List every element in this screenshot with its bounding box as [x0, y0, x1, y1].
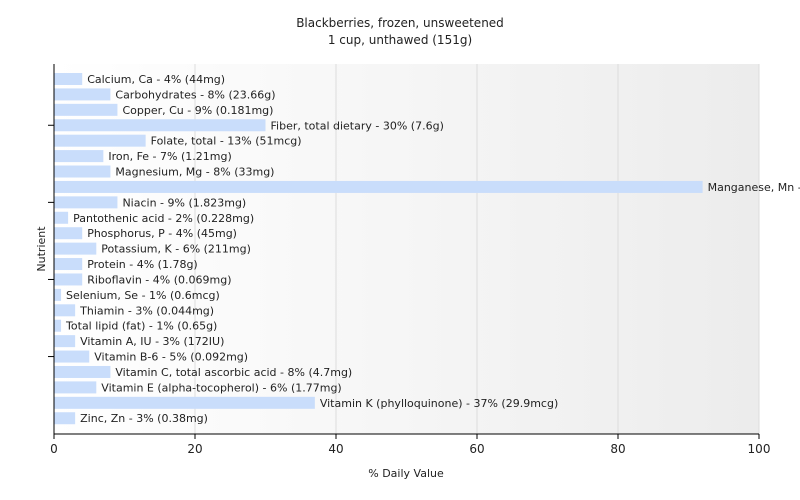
bar	[54, 335, 76, 348]
bar-label: Iron, Fe - 7% (1.21mg)	[108, 150, 231, 163]
bar-labels: Calcium, Ca - 4% (44mg) Carbohydrates - 8…	[65, 73, 800, 425]
bar-label: Magnesium, Mg - 8% (33mg)	[115, 166, 274, 179]
bar-label: Copper, Cu - 9% (0.181mg)	[122, 104, 273, 117]
bar	[54, 412, 76, 425]
y-axis-label: Nutrient	[35, 226, 48, 272]
bar	[54, 273, 83, 286]
bar-label: Vitamin E (alpha-tocopherol) - 6% (1.77m…	[101, 381, 341, 394]
bar-label: Potassium, K - 6% (211mg)	[101, 243, 251, 256]
bar	[54, 304, 76, 317]
bar-label: Folate, total - 13% (51mcg)	[151, 135, 302, 148]
bar	[54, 180, 703, 193]
bar-label: Phosphorus, P - 4% (45mg)	[87, 227, 237, 240]
bar	[54, 88, 111, 101]
bar	[54, 288, 62, 301]
x-tick-labels: 0 20 40 60 80 100	[50, 442, 770, 456]
bar	[54, 165, 111, 178]
x-axis-label: % Daily Value	[368, 467, 444, 480]
bar	[54, 350, 90, 363]
bar-label: Fiber, total dietary - 30% (7.6g)	[271, 119, 444, 132]
x-tick-label: 80	[610, 442, 625, 456]
bar	[54, 242, 97, 255]
bar-label: Protein - 4% (1.78g)	[87, 258, 198, 271]
bar	[54, 134, 146, 147]
bar	[54, 319, 62, 332]
x-tick-label: 40	[328, 442, 343, 456]
bar-label: Pantothenic acid - 2% (0.228mg)	[73, 212, 254, 225]
bar-label: Riboflavin - 4% (0.069mg)	[87, 273, 231, 286]
bars	[54, 73, 703, 425]
bar-label: Niacin - 9% (1.823mg)	[122, 196, 246, 209]
bar	[54, 227, 83, 240]
bar	[54, 196, 118, 209]
bar-label: Carbohydrates - 8% (23.66g)	[115, 88, 275, 101]
bar	[54, 365, 111, 378]
bar	[54, 73, 83, 85]
bar	[54, 103, 118, 116]
bar-label: Thiamin - 3% (0.044mg)	[79, 304, 214, 317]
bar	[54, 119, 266, 132]
bar-label: Vitamin C, total ascorbic acid - 8% (4.7…	[115, 366, 352, 379]
bar	[54, 396, 315, 409]
bar-label: Vitamin A, IU - 3% (172IU)	[80, 335, 224, 348]
axes	[48, 64, 760, 439]
bar-label: Total lipid (fat) - 1% (0.65g)	[65, 320, 217, 333]
bar	[54, 258, 83, 271]
bar-label: Zinc, Zn - 3% (0.38mg)	[80, 412, 208, 425]
bar-label: Selenium, Se - 1% (0.6mcg)	[66, 289, 220, 302]
bar-label: Manganese, Mn - 92% (1.847mg)	[708, 181, 800, 194]
x-tick-label: 60	[469, 442, 484, 456]
bar	[54, 211, 69, 224]
bar-label: Vitamin B-6 - 5% (0.092mg)	[94, 351, 248, 364]
x-tick-label: 0	[50, 442, 58, 456]
chart-title: Blackberries, frozen, unsweetened	[296, 16, 504, 30]
bar-label: Vitamin K (phylloquinone) - 37% (29.9mcg…	[320, 397, 558, 410]
chart-subtitle: 1 cup, unthawed (151g)	[328, 33, 472, 47]
bar	[54, 381, 97, 394]
x-tick-label: 20	[187, 442, 202, 456]
bar-label: Calcium, Ca - 4% (44mg)	[87, 73, 225, 86]
bar	[54, 150, 104, 163]
x-tick-label: 100	[748, 442, 771, 456]
